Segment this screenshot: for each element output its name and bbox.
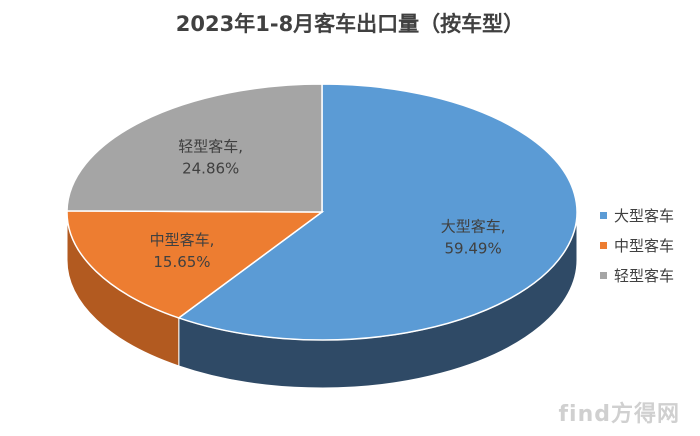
legend-label-medium: 中型客车 — [614, 236, 675, 255]
watermark-logo: find方得网 — [558, 402, 680, 427]
legend: 大型客车 中型客车 轻型客车 — [600, 200, 674, 290]
legend-swatch-medium — [600, 241, 607, 249]
legend-item-medium: 中型客车 — [600, 230, 674, 260]
chart-title: 2023年1-8月客车出口量（按车型） — [175, 12, 525, 36]
slice-percent-0: 59.49% — [445, 239, 502, 257]
legend-item-large: 大型客车 — [600, 200, 674, 230]
slice-label-0: 大型客车, — [441, 217, 506, 235]
slice-label-2: 轻型客车, — [178, 138, 243, 156]
legend-swatch-light — [600, 271, 607, 279]
slice-percent-1: 15.65% — [153, 253, 210, 271]
legend-swatch-large — [600, 211, 607, 219]
legend-label-large: 大型客车 — [614, 206, 675, 225]
pie-slice-2 — [66, 83, 323, 213]
legend-item-light: 轻型客车 — [600, 260, 674, 290]
slice-percent-2: 24.86% — [182, 160, 239, 178]
slice-label-1: 中型客车, — [150, 231, 215, 249]
legend-label-light: 轻型客车 — [614, 266, 675, 285]
pie-slice-0 — [177, 83, 578, 341]
pie-slice-1 — [66, 210, 325, 319]
